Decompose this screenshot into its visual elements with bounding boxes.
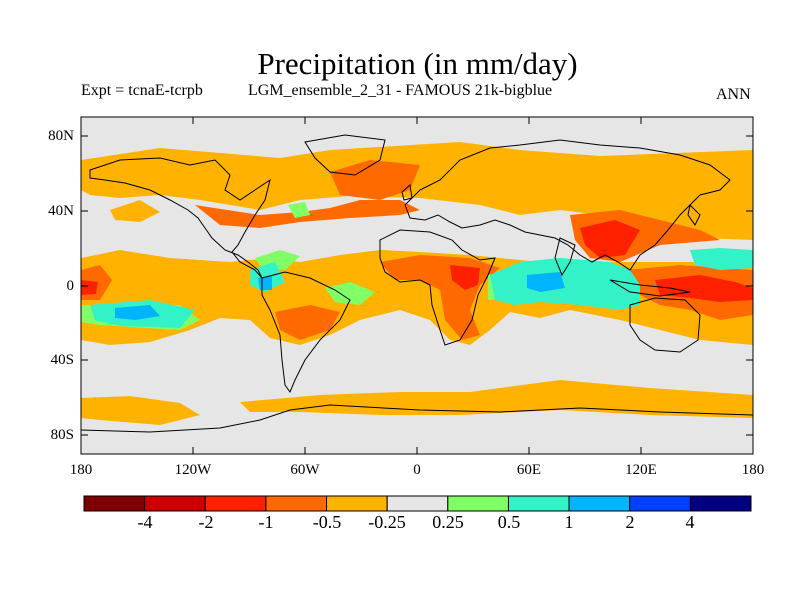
lat-tick-label: 80N <box>48 128 74 144</box>
colorbar-swatch <box>386 495 449 512</box>
coastline-south-america <box>261 271 351 394</box>
colorbar-label: 2 <box>625 512 635 532</box>
coastline-japan <box>687 203 701 226</box>
coastline-uk <box>401 184 413 201</box>
season-label: ANN <box>716 86 751 103</box>
lon-tick-label: 60E <box>516 462 542 478</box>
colorbar-swatch <box>447 495 509 512</box>
experiment-label: Expt = tcnaE-tcrpb <box>81 82 203 99</box>
lon-tick-label: 120E <box>625 462 657 478</box>
anomaly-area <box>450 265 480 290</box>
coastline-greenland <box>304 134 386 176</box>
colorbar-swatch <box>507 495 570 512</box>
colorbar-swatch <box>83 495 146 512</box>
anomaly-area <box>275 305 340 340</box>
lat-tick-label: 0 <box>66 278 75 294</box>
colorbar-swatch <box>629 495 691 512</box>
anomaly-area <box>330 160 420 200</box>
anomaly-area <box>81 280 98 295</box>
lat-tick-label: 80S <box>50 427 74 443</box>
anomaly-area <box>690 248 753 270</box>
colorbar <box>83 495 752 512</box>
lon-tick-label: 120W <box>174 462 212 478</box>
coastline-africa <box>379 229 496 346</box>
coastline-eurasia <box>404 139 731 271</box>
anomaly-area <box>110 200 160 222</box>
anomaly-area <box>655 275 753 302</box>
colorbar-swatch <box>326 495 388 512</box>
anomaly-area <box>527 272 565 292</box>
colorbar-swatch <box>144 495 206 512</box>
colorbar-swatch <box>204 495 267 512</box>
map-ticks <box>81 117 753 454</box>
colorbar-label: 1 <box>564 512 574 532</box>
coastline-north-america <box>89 157 271 279</box>
colorbar-label: 4 <box>685 512 695 532</box>
lon-tick-label: 60W <box>290 462 320 478</box>
anomaly-area <box>288 202 310 218</box>
colorbar-label: 0.25 <box>432 512 464 532</box>
anomaly-area <box>325 282 375 305</box>
colorbar-label: -1 <box>258 512 274 532</box>
anomaly-area <box>81 142 753 240</box>
colorbar-label: 0.5 <box>497 512 521 532</box>
lon-tick-label: 180 <box>69 462 93 478</box>
anomaly-area <box>81 396 200 425</box>
colorbar-swatch <box>568 495 631 512</box>
coastline-indonesia <box>609 279 691 297</box>
anomaly-fields <box>81 142 753 425</box>
colorbar-label: -0.5 <box>312 512 342 532</box>
lon-tick-label: 180 <box>741 462 765 478</box>
lon-tick-label: 0 <box>413 462 421 478</box>
anomaly-area <box>115 305 160 320</box>
lat-tick-label: 40N <box>48 203 74 219</box>
colorbar-label: -2 <box>198 512 214 532</box>
colorbar-label: -0.25 <box>368 512 406 532</box>
ensemble-label: LGM_ensemble_2_31 - FAMOUS 21k-bigblue <box>248 82 553 99</box>
colorbar-swatch <box>265 495 328 512</box>
colorbar-swatch <box>689 495 752 512</box>
plot-title: Precipitation (in mm/day) <box>257 46 578 81</box>
coastline-antarctica <box>81 404 753 433</box>
coastline-australia <box>629 297 701 353</box>
anomaly-area <box>240 380 753 418</box>
anomaly-area <box>580 220 640 258</box>
coastlines <box>81 134 753 433</box>
lat-tick-label: 40S <box>50 352 74 368</box>
anomaly-area <box>490 258 640 310</box>
colorbar-label: -4 <box>137 512 153 532</box>
coastline-india <box>554 237 576 277</box>
